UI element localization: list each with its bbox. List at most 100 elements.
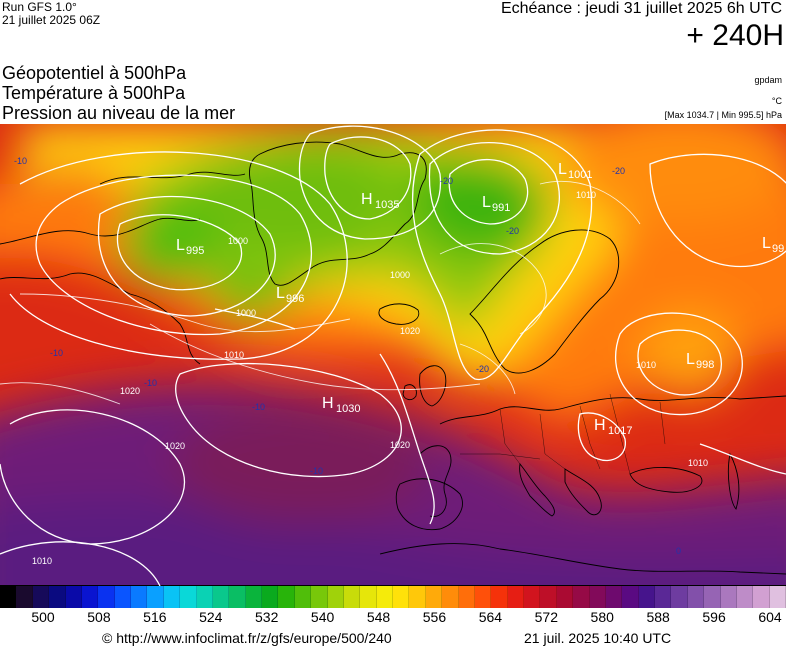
- colorbar-swatch: [278, 586, 295, 608]
- colorbar-swatch: [458, 586, 475, 608]
- svg-text:1010: 1010: [32, 556, 52, 566]
- colorbar-tick-label: 580: [590, 609, 614, 625]
- colorbar-swatch: [736, 586, 754, 608]
- colorbar-swatch: [0, 586, 17, 608]
- colorbar-swatch: [753, 586, 770, 608]
- colorbar-tick-label: 540: [310, 609, 335, 625]
- colorbar-swatch: [605, 586, 623, 608]
- svg-text:99: 99: [772, 243, 784, 255]
- colorbar-swatch: [655, 586, 672, 608]
- svg-text:1001: 1001: [568, 169, 592, 181]
- colorbar-swatch: [638, 586, 655, 608]
- field-geopotential-title: Géopotentiel à 500hPa: [2, 63, 187, 83]
- svg-text:1035: 1035: [375, 199, 399, 211]
- colorbar-ticks: 500 508 516 524 532 540 548 556 564 572 580 588 596 6…: [0, 609, 786, 629]
- low-center-south-greenland: L 996: [276, 285, 304, 305]
- coastlines: [0, 141, 786, 575]
- svg-text:995: 995: [186, 245, 204, 257]
- colorbar-swatch: [65, 586, 82, 608]
- colorbar-swatch: [769, 586, 786, 608]
- isobar-labels: 1000 1000 1010 1020 1020 1020 1020 1010 …: [32, 190, 708, 566]
- colorbar-swatch: [573, 586, 590, 608]
- colorbar-swatch: [180, 586, 197, 608]
- colorbar-swatch: [425, 586, 443, 608]
- colorbar-swatch: [311, 586, 328, 608]
- geopotential-field: [0, 124, 786, 586]
- colorbar-swatch: [556, 586, 574, 608]
- svg-text:1000: 1000: [228, 236, 248, 246]
- svg-text:-10: -10: [144, 378, 157, 388]
- colorbar-swatch: [81, 586, 99, 608]
- low-center-russia: L 998: [686, 351, 714, 371]
- svg-text:H: H: [322, 395, 334, 412]
- svg-text:1000: 1000: [390, 270, 410, 280]
- colorbar-swatch: [474, 586, 492, 608]
- svg-text:-10: -10: [310, 466, 323, 476]
- field-temperature-title: Température à 500hPa: [2, 83, 186, 103]
- colorbar-tick-label: 548: [366, 609, 391, 625]
- svg-text:-10: -10: [252, 402, 265, 412]
- colorbar-tick-label: 572: [534, 609, 558, 625]
- colorbar-swatch: [212, 586, 230, 608]
- low-center-norwegian-sea: L 991: [482, 194, 510, 214]
- colorbar-tick-label: 556: [422, 609, 447, 625]
- colorbar-swatch: [376, 586, 393, 608]
- valid-time: Echéance : jeudi 31 juillet 2025 6h UTC: [500, 0, 782, 17]
- svg-text:L: L: [558, 161, 567, 178]
- svg-text:L: L: [276, 285, 285, 302]
- low-center-labrador: L 995: [176, 237, 204, 257]
- svg-text:-10: -10: [50, 348, 63, 358]
- svg-text:1020: 1020: [120, 386, 140, 396]
- colorbar-swatch: [32, 586, 50, 608]
- low-center-east-edge: L 99: [762, 235, 784, 255]
- isotherm-labels: -10 -10 -10 -20 -20 -20 -10 0 -10 -20: [14, 156, 681, 556]
- colorbar-tick-label: 596: [702, 609, 726, 625]
- colorbar-swatch: [491, 586, 508, 608]
- colorbar-swatch: [196, 586, 213, 608]
- svg-text:1017: 1017: [608, 425, 632, 437]
- svg-text:1020: 1020: [390, 440, 410, 450]
- pressure-range: [Max 1034.7 | Min 995.5] hPa: [664, 110, 782, 120]
- svg-text:1010: 1010: [576, 190, 596, 200]
- colorbar-swatch: [245, 586, 262, 608]
- svg-text:1010: 1010: [224, 350, 244, 360]
- colorbar-swatch: [327, 586, 344, 608]
- colorbar-swatch: [524, 586, 541, 608]
- colorbar-swatch: [507, 586, 524, 608]
- colorbar-swatch: [114, 586, 131, 608]
- svg-text:996: 996: [286, 293, 304, 305]
- colorbar-tick-label: 500: [31, 609, 55, 625]
- colorbar-swatch: [343, 586, 361, 608]
- colorbar-tick-label: 516: [143, 609, 167, 625]
- svg-text:L: L: [176, 237, 185, 254]
- svg-text:0: 0: [676, 546, 681, 556]
- colorbar-swatch: [720, 586, 737, 608]
- svg-text:991: 991: [492, 202, 510, 214]
- colorbar-tick-label: 588: [646, 609, 670, 625]
- colorbar-swatch: [147, 586, 164, 608]
- colorbar-tick-label: 524: [199, 609, 223, 625]
- colorbar-swatch: [442, 586, 459, 608]
- colorbar-tick-label: 604: [758, 609, 782, 625]
- colorbar-swatch: [687, 586, 705, 608]
- high-center-balkans: H 1017: [594, 417, 632, 437]
- isobars: [0, 125, 786, 586]
- svg-text:-20: -20: [612, 166, 625, 176]
- run-date: 21 juillet 2025 06Z: [2, 13, 101, 27]
- colorbar-swatch: [294, 586, 312, 608]
- colorbar-swatch: [16, 586, 33, 608]
- generation-timestamp: 21 juil. 2025 10:40 UTC: [524, 630, 672, 646]
- svg-text:-20: -20: [440, 176, 453, 186]
- colorbar-swatch: [540, 586, 557, 608]
- unit-geopotential: gpdam: [754, 75, 782, 85]
- colorbar-tick-label: 532: [255, 609, 279, 625]
- svg-text:1010: 1010: [636, 360, 656, 370]
- colorbar-swatch: [671, 586, 688, 608]
- svg-text:H: H: [361, 191, 373, 208]
- colorbar-swatch: [393, 586, 410, 608]
- svg-text:L: L: [686, 351, 695, 368]
- svg-text:-20: -20: [476, 364, 489, 374]
- copyright: © http://www.infoclimat.fr/z/gfs/europe/…: [102, 630, 392, 646]
- weather-map: H 1030 H 1035 H 1017 L 995 L 996 L 991 L…: [0, 124, 786, 586]
- colorbar-swatch: [98, 586, 115, 608]
